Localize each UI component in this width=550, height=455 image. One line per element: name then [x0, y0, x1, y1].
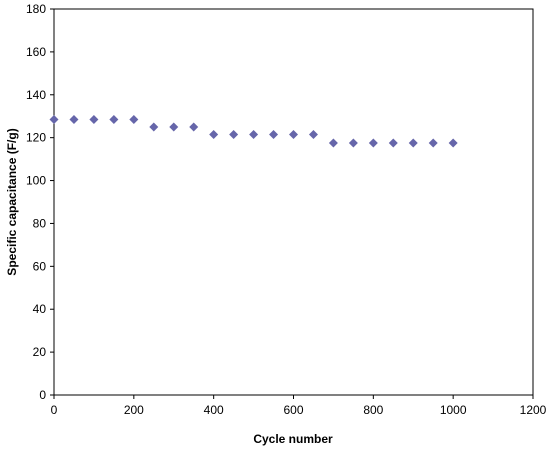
data-point — [308, 129, 318, 139]
data-point — [69, 114, 79, 124]
y-tick-label: 40 — [33, 302, 47, 316]
data-point — [368, 138, 378, 148]
data-point — [89, 114, 99, 124]
data-points — [49, 114, 458, 148]
x-tick-label: 600 — [283, 403, 303, 417]
data-point — [229, 129, 239, 139]
x-tick-label: 1000 — [440, 403, 467, 417]
y-tick-label: 20 — [33, 345, 47, 359]
y-tick-label: 160 — [26, 45, 46, 59]
data-point — [249, 129, 259, 139]
data-point — [328, 138, 338, 148]
data-point — [408, 138, 418, 148]
x-tick-label: 800 — [363, 403, 383, 417]
data-point — [149, 122, 159, 132]
y-tick-label: 180 — [26, 2, 46, 16]
y-tick-label: 140 — [26, 88, 46, 102]
data-point — [269, 129, 279, 139]
y-axis-title: Specific capacitance (F/g) — [5, 128, 19, 275]
data-point — [209, 129, 219, 139]
x-axis-title: Cycle number — [253, 432, 333, 446]
y-axis-ticks: 0 20 40 60 80 100 120 140 160 180 — [26, 2, 54, 402]
data-point — [428, 138, 438, 148]
y-tick-label: 60 — [33, 259, 47, 273]
x-tick-label: 400 — [204, 403, 224, 417]
x-tick-label: 0 — [51, 403, 58, 417]
plot-area — [53, 8, 534, 396]
data-point — [348, 138, 358, 148]
y-tick-label: 120 — [26, 131, 46, 145]
data-point — [49, 114, 59, 124]
y-tick-label: 80 — [33, 216, 47, 230]
x-axis-ticks: 0 200 400 600 800 1000 1200 — [51, 395, 547, 417]
data-point — [109, 114, 119, 124]
x-tick-label: 200 — [124, 403, 144, 417]
data-point — [169, 122, 179, 132]
data-point — [289, 129, 298, 139]
data-point — [388, 138, 398, 148]
y-tick-label: 100 — [26, 174, 46, 188]
data-point — [129, 114, 139, 124]
y-tick-label: 0 — [39, 388, 46, 402]
x-tick-label: 1200 — [520, 403, 547, 417]
data-point — [448, 138, 458, 148]
data-point — [189, 122, 199, 132]
